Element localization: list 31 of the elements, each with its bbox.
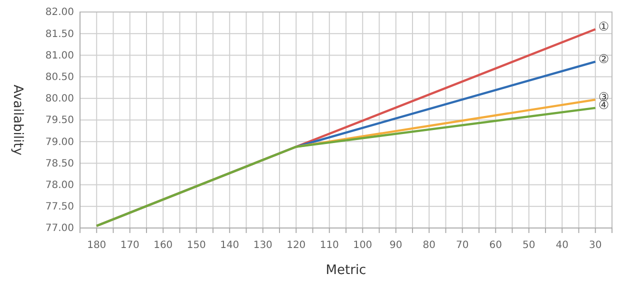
x-tick-label: 110 [320,240,339,252]
y-tick-label: 77.00 [45,223,74,234]
series-label: ① [598,20,610,34]
x-tick-label: 40 [556,240,568,252]
y-tick-label: 80.00 [45,94,74,105]
x-tick-label: 90 [390,240,402,252]
x-tick-label: 70 [456,240,469,252]
x-tick-label: 50 [522,240,536,252]
x-tick-label: 100 [353,240,372,252]
x-tick-label: 120 [286,240,306,252]
y-tick-label: 78.50 [45,158,74,170]
y-tick-label: 80.50 [45,72,74,83]
x-tick-label: 160 [154,240,173,252]
y-tick-label: 77.50 [45,202,74,213]
x-tick-label: 130 [253,240,272,252]
y-tick-label: 79.50 [45,115,74,126]
y-tick-label: 81.00 [45,50,74,62]
x-tick-label: 170 [120,240,140,252]
y-tick-label: 78.00 [45,180,74,191]
y-tick-label: 82.00 [45,7,74,18]
x-tick-label: 180 [87,240,106,252]
x-tick-label: 140 [220,240,240,252]
x-tick-label: 150 [186,240,206,252]
series-label: ② [598,52,610,66]
y-axis-title: Availability [10,84,25,156]
y-tick-label: 81.50 [45,28,74,40]
x-axis-title: Metric [326,263,366,278]
x-tick-label: 30 [589,240,602,252]
x-tick-label: 60 [489,240,502,252]
y-tick-label: 79.00 [45,136,74,148]
x-tick-label: 80 [422,240,436,252]
